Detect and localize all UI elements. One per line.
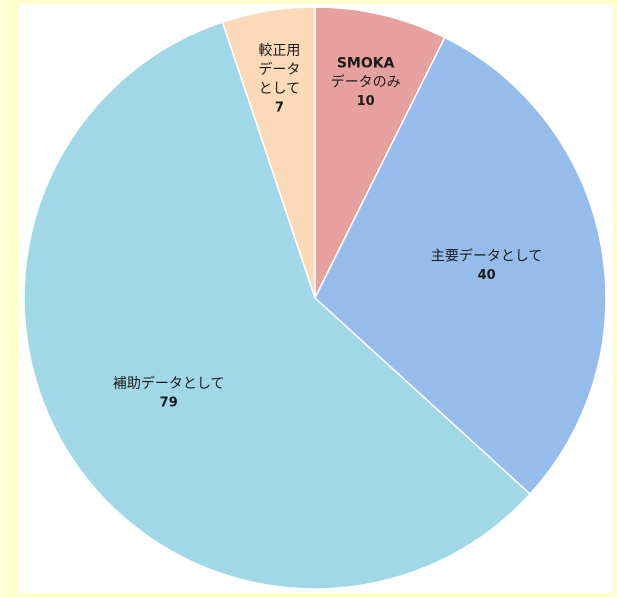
- slice-label: 主要データとして 40: [431, 247, 543, 283]
- value-label: 40: [478, 268, 496, 283]
- slice-label: 補助データとして 79: [113, 375, 225, 411]
- pie-slice: [221, 6, 316, 299]
- pie-slice: [23, 21, 532, 590]
- frame: [11, 0, 617, 597]
- value-label: 79: [160, 395, 178, 410]
- category-label: データ: [258, 61, 300, 78]
- value-label: 10: [357, 94, 375, 109]
- category-label: 補助データとして: [113, 375, 225, 392]
- category-label: 主要データとして: [431, 247, 543, 264]
- pie-slice: [314, 36, 607, 496]
- category-label: データのみ: [331, 74, 401, 91]
- pie-slice: [314, 6, 446, 299]
- category-label: SMOKA: [337, 56, 395, 72]
- value-label: 7: [275, 101, 284, 116]
- slice-label: SMOKA データのみ 10: [331, 56, 401, 110]
- category-label: として: [259, 81, 301, 97]
- category-label: 較正用: [258, 43, 300, 59]
